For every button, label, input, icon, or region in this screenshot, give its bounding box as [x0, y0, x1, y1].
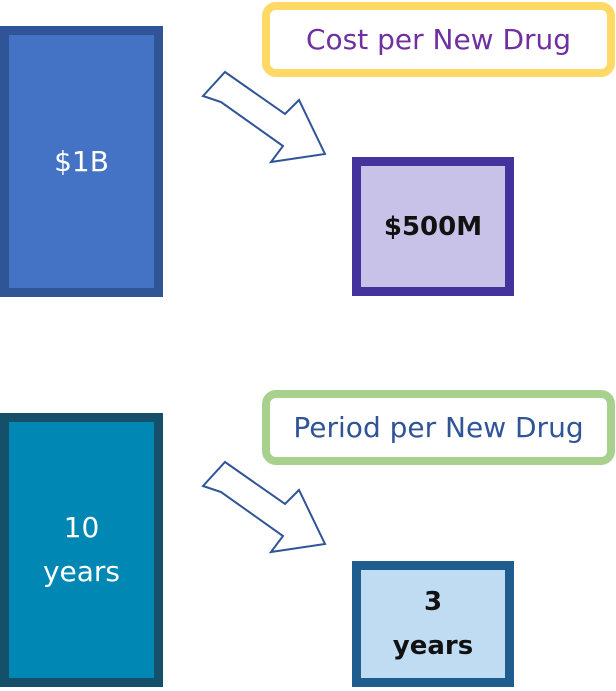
cost-before-box: $1B — [0, 26, 163, 297]
cost-label-text: Cost per New Drug — [305, 23, 572, 56]
period-arrow-icon — [201, 460, 327, 554]
cost-before-value: $1B — [54, 145, 109, 178]
period-label-box: Period per New Drug — [262, 390, 615, 465]
period-after-value: 3 years — [392, 587, 474, 661]
cost-after-box: $500M — [352, 157, 514, 296]
cost-arrow-icon — [201, 70, 327, 164]
cost-after-value: $500M — [383, 211, 483, 242]
period-before-box: 10 years — [0, 413, 163, 687]
cost-label-box: Cost per New Drug — [262, 2, 615, 77]
period-before-value: 10 years — [42, 511, 121, 588]
period-after-box: 3 years — [352, 561, 514, 687]
period-label-text: Period per New Drug — [293, 411, 584, 444]
